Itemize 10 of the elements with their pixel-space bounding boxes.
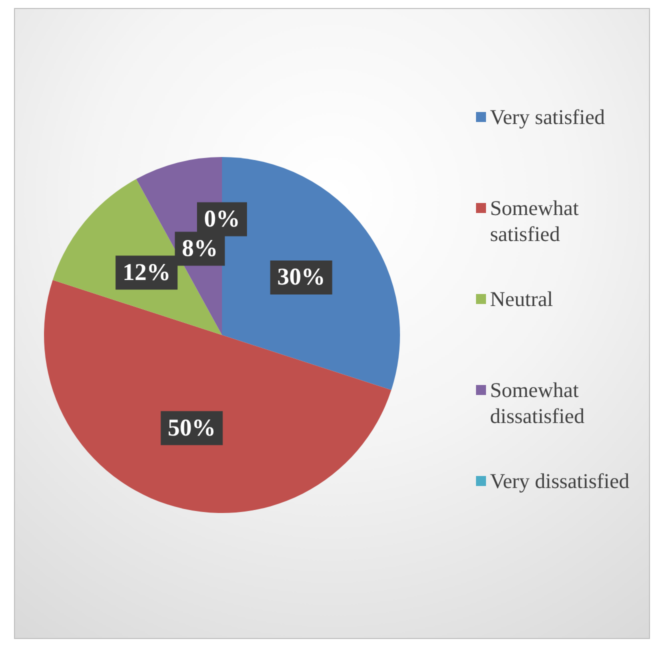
data-label: 12%	[122, 260, 171, 286]
data-label: 50%	[168, 415, 216, 442]
legend-label: Somewhat satisfied	[490, 195, 580, 247]
legend-label: Neutral	[490, 286, 554, 312]
data-label: 30%	[277, 264, 326, 291]
data-label: 8%	[182, 236, 218, 262]
text: 0%	[204, 206, 240, 233]
legend-label: Very dissatisfied	[490, 468, 630, 494]
legend-label: Somewhat dissatisfied	[490, 377, 586, 429]
legend-label: Very satisfied	[490, 104, 606, 130]
